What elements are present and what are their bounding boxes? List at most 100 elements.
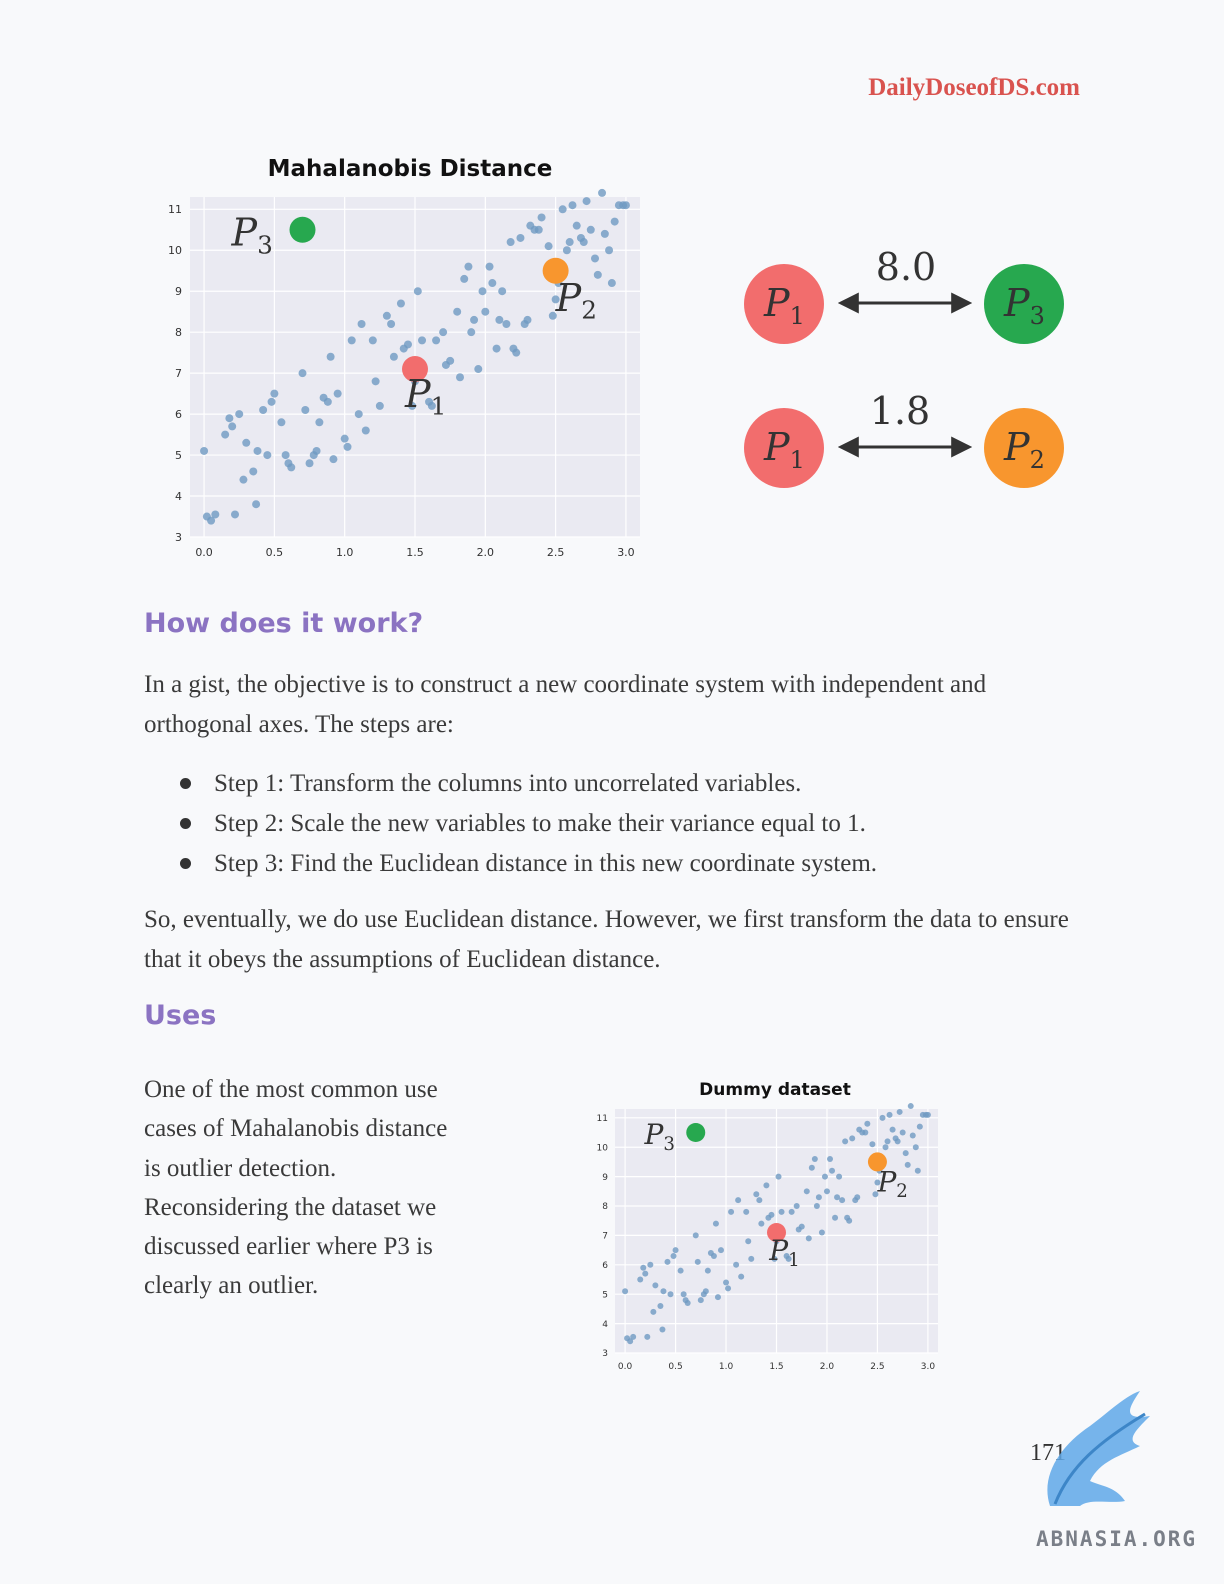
data-point	[512, 348, 521, 357]
x-tick-label: 0.5	[266, 546, 284, 559]
data-point	[640, 1264, 647, 1271]
x-tick-label: 0.0	[618, 1362, 633, 1372]
x-tick-label: 0.0	[195, 546, 213, 559]
outro-paragraph: So, eventually, we do use Euclidean dist…	[144, 906, 1069, 973]
steps-list: Step 1: Transform the columns into uncor…	[144, 764, 1044, 884]
data-point	[605, 246, 614, 255]
data-point	[924, 1111, 931, 1118]
data-point	[909, 1132, 916, 1139]
x-tick-label: 0.5	[668, 1362, 682, 1372]
data-point	[778, 1208, 785, 1215]
data-point	[886, 1111, 893, 1118]
data-point	[916, 1123, 923, 1130]
data-point	[808, 1164, 815, 1171]
data-point	[598, 188, 607, 197]
data-point	[333, 389, 342, 398]
data-point	[756, 1197, 763, 1204]
data-point	[456, 373, 464, 382]
data-point	[637, 1276, 644, 1283]
data-point	[368, 336, 377, 345]
data-point	[253, 446, 262, 455]
x-tick-label: 1.0	[336, 546, 354, 559]
data-point	[565, 238, 574, 247]
x-tick-label: 2.5	[870, 1362, 884, 1372]
data-point	[753, 1191, 760, 1198]
data-point	[818, 1229, 825, 1236]
data-point	[821, 1173, 828, 1180]
abnasia-logo-icon	[1047, 1391, 1150, 1506]
data-point	[728, 1208, 735, 1215]
data-point	[644, 1333, 651, 1340]
data-point	[357, 319, 366, 328]
data-point	[277, 418, 286, 427]
data-point	[249, 467, 258, 476]
data-point	[811, 1155, 818, 1162]
y-tick-label: 3	[602, 1349, 608, 1359]
data-point	[842, 1138, 849, 1145]
data-point	[872, 1191, 879, 1198]
step-text: Step 3: Find the Euclidean distance in t…	[214, 850, 878, 877]
heading-uses: Uses	[144, 1000, 217, 1031]
data-point	[396, 299, 405, 308]
data-point	[704, 1267, 711, 1274]
y-tick-label: 11	[168, 203, 182, 216]
data-point	[907, 1103, 914, 1110]
highlight-point-p1	[767, 1222, 786, 1242]
node-p1	[744, 264, 824, 344]
data-point	[516, 233, 525, 242]
data-point	[408, 401, 417, 410]
data-point	[470, 315, 479, 324]
list-item: Step 1: Transform the columns into uncor…	[144, 764, 1044, 804]
data-point	[864, 1120, 871, 1127]
data-point	[879, 1114, 886, 1121]
data-point	[467, 328, 476, 337]
data-point	[267, 397, 276, 406]
data-point	[382, 311, 391, 320]
data-point	[813, 1203, 820, 1210]
x-tick-label: 1.0	[719, 1362, 734, 1372]
distance-value: 8.0	[876, 245, 936, 289]
data-point	[667, 1291, 674, 1298]
chart-title: Dummy dataset	[699, 1080, 851, 1100]
x-tick-label: 1.5	[406, 546, 424, 559]
site-link[interactable]: DailyDoseofDS.com	[868, 74, 1080, 101]
data-point	[474, 365, 483, 374]
x-tick-label: 2.0	[477, 546, 495, 559]
data-point	[495, 315, 504, 324]
bullet-icon	[180, 818, 191, 829]
data-point	[453, 307, 462, 316]
highlight-point-p2	[867, 1152, 887, 1172]
data-point	[902, 1150, 909, 1157]
highlight-point-p1	[402, 356, 428, 383]
data-point	[579, 238, 588, 247]
data-point	[798, 1223, 805, 1230]
y-tick-label: 8	[602, 1202, 608, 1212]
data-point	[446, 356, 455, 365]
data-point	[281, 451, 290, 460]
data-point	[498, 287, 507, 296]
data-point	[743, 1208, 750, 1215]
data-point	[692, 1232, 699, 1239]
step-text: Step 2: Scale the new variables to make …	[214, 810, 866, 837]
data-point	[680, 1291, 687, 1298]
data-point	[826, 1155, 833, 1162]
heading-how-does-it-work: How does it work?	[144, 608, 424, 639]
data-point	[488, 279, 497, 288]
data-point	[621, 201, 630, 210]
data-point	[464, 262, 473, 271]
x-tick-label: 1.5	[769, 1362, 783, 1372]
x-tick-label: 3.0	[921, 1362, 936, 1372]
data-point	[301, 406, 310, 415]
data-point	[914, 1167, 921, 1174]
data-point	[775, 1173, 782, 1180]
data-point	[432, 336, 441, 345]
step-text: Step 1: Transform the columns into uncor…	[214, 770, 802, 797]
data-point	[582, 197, 591, 206]
data-point	[478, 287, 487, 296]
y-tick-label: 6	[175, 408, 182, 421]
data-point	[849, 1135, 856, 1142]
data-point	[270, 389, 279, 398]
data-point	[788, 1208, 795, 1215]
data-point	[298, 369, 307, 378]
